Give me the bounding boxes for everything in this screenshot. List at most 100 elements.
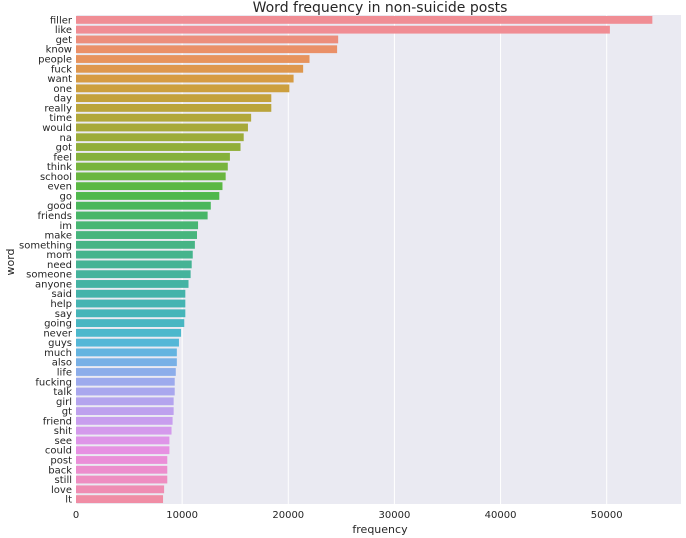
y-tick-label: friends bbox=[38, 211, 72, 222]
y-tick-label: something bbox=[19, 240, 72, 251]
bar-feel bbox=[76, 152, 230, 161]
bar-guys bbox=[76, 338, 179, 347]
x-tick-labels: 0 10000 20000 30000 40000 50000 bbox=[73, 510, 623, 521]
bar-something bbox=[76, 240, 195, 249]
bar-think bbox=[76, 162, 228, 171]
y-tick-label: think bbox=[47, 162, 72, 173]
bar-get bbox=[76, 35, 339, 44]
bar-shit bbox=[76, 426, 172, 435]
y-tick-label: got bbox=[56, 143, 72, 154]
bar-people bbox=[76, 55, 310, 63]
bar-said bbox=[76, 289, 186, 298]
bar-going bbox=[76, 319, 185, 327]
y-tick-label: school bbox=[40, 172, 72, 183]
y-tick-label: like bbox=[55, 25, 72, 36]
y-tick-label: help bbox=[50, 299, 72, 310]
bar-even bbox=[76, 182, 223, 191]
y-tick-label: filler bbox=[50, 15, 73, 26]
y-tick-label: also bbox=[52, 358, 72, 369]
y-tick-label: friend bbox=[43, 416, 72, 427]
y-tick-label: get bbox=[56, 35, 73, 46]
bars bbox=[76, 15, 653, 504]
y-tick-label: fuck bbox=[51, 64, 72, 75]
bar-life bbox=[76, 368, 176, 376]
y-tick-label: even bbox=[47, 182, 72, 193]
y-tick-label: much bbox=[44, 348, 72, 359]
bar-friends bbox=[76, 211, 208, 220]
bar-still bbox=[76, 475, 168, 484]
bar-help bbox=[76, 299, 186, 308]
y-tick-label: people bbox=[38, 55, 72, 66]
bar-good bbox=[76, 201, 211, 210]
bar-day bbox=[76, 94, 272, 103]
x-tick-label: 40000 bbox=[485, 510, 517, 521]
y-tick-label: know bbox=[46, 45, 72, 56]
bar-want bbox=[76, 74, 294, 83]
bar-know bbox=[76, 45, 338, 54]
y-tick-label: going bbox=[44, 319, 72, 330]
bar-got bbox=[76, 143, 241, 151]
bar-fuck bbox=[76, 64, 304, 73]
bar-gt bbox=[76, 407, 174, 416]
y-tick-label: time bbox=[49, 113, 72, 124]
y-tick-label: need bbox=[47, 260, 72, 271]
y-tick-label: talk bbox=[53, 387, 72, 398]
bar-post bbox=[76, 456, 168, 464]
bar-much bbox=[76, 348, 177, 357]
bar-girl bbox=[76, 397, 174, 406]
bar-time bbox=[76, 113, 252, 122]
bar-need bbox=[76, 260, 192, 269]
x-tick-label: 50000 bbox=[591, 510, 623, 521]
bar-would bbox=[76, 123, 248, 132]
bar-anyone bbox=[76, 280, 189, 288]
bar-one bbox=[76, 84, 290, 93]
bar-never bbox=[76, 328, 182, 337]
bar-im bbox=[76, 221, 199, 230]
bar-say bbox=[76, 309, 186, 318]
y-tick-labels: fillerlikegetknowpeoplefuckwantonedayrea… bbox=[19, 15, 73, 505]
y-tick-label: good bbox=[47, 201, 72, 212]
y-tick-label: make bbox=[45, 231, 72, 242]
y-tick-label: shit bbox=[54, 426, 72, 437]
x-tick-label: 20000 bbox=[272, 510, 304, 521]
bar-love bbox=[76, 485, 165, 494]
y-tick-label: fucking bbox=[35, 377, 72, 388]
y-tick-label: gt bbox=[62, 407, 72, 418]
y-tick-label: want bbox=[47, 74, 72, 85]
bar-also bbox=[76, 358, 177, 367]
bar-filler bbox=[76, 15, 653, 24]
chart-title: Word frequency in non-suicide posts bbox=[253, 0, 508, 16]
bar-go bbox=[76, 192, 220, 200]
y-tick-label: na bbox=[60, 133, 72, 144]
y-tick-label: girl bbox=[56, 397, 72, 408]
y-tick-label: go bbox=[60, 191, 72, 202]
bar-talk bbox=[76, 387, 175, 396]
y-tick-label: could bbox=[45, 446, 72, 457]
y-tick-label: lt bbox=[65, 495, 72, 506]
y-axis-title: word bbox=[4, 248, 17, 275]
bar-mom bbox=[76, 250, 193, 259]
y-tick-label: say bbox=[55, 309, 72, 320]
y-tick-label: said bbox=[52, 289, 72, 300]
y-tick-label: one bbox=[53, 84, 72, 95]
bar-make bbox=[76, 231, 197, 239]
y-tick-label: im bbox=[59, 221, 72, 232]
y-tick-label: never bbox=[43, 328, 73, 339]
y-tick-label: post bbox=[50, 455, 72, 466]
y-tick-label: anyone bbox=[35, 279, 72, 290]
x-tick-label: 10000 bbox=[166, 510, 198, 521]
x-tick-label: 30000 bbox=[379, 510, 411, 521]
bar-someone bbox=[76, 270, 191, 279]
y-tick-label: life bbox=[57, 367, 72, 378]
bar-na bbox=[76, 133, 244, 142]
bar-back bbox=[76, 465, 168, 474]
y-tick-label: back bbox=[48, 465, 72, 476]
y-tick-label: day bbox=[54, 94, 72, 105]
y-tick-label: love bbox=[51, 485, 72, 496]
bar-could bbox=[76, 446, 170, 455]
y-tick-label: mom bbox=[46, 250, 72, 261]
y-tick-label: feel bbox=[53, 152, 72, 163]
bar-friend bbox=[76, 416, 173, 425]
y-tick-label: still bbox=[55, 475, 72, 486]
